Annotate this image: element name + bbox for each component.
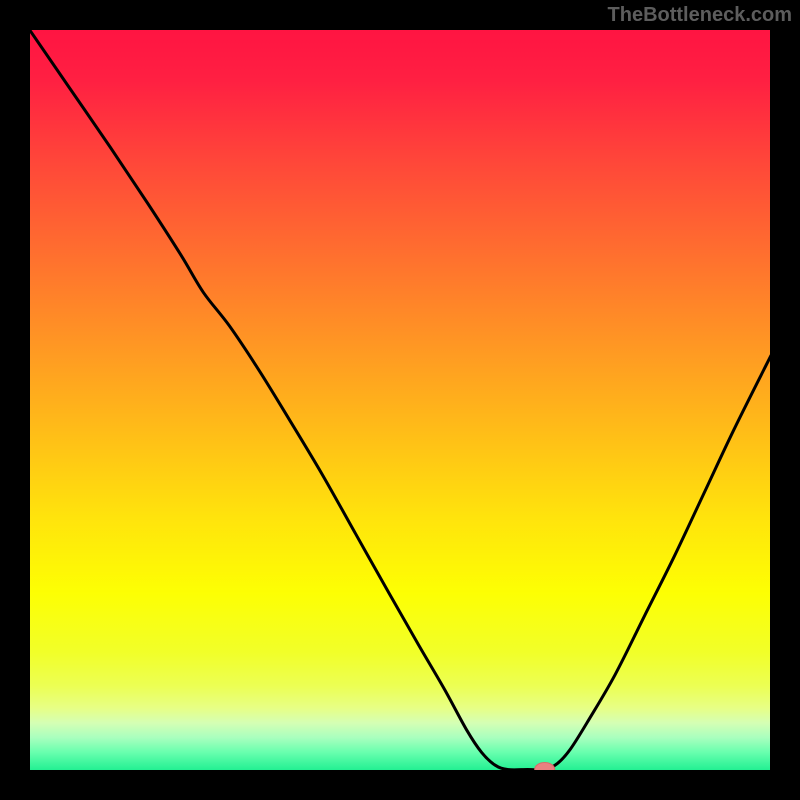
chart-container: TheBottleneck.com bbox=[0, 0, 800, 800]
plot-background-gradient bbox=[29, 29, 771, 771]
bottleneck-chart bbox=[0, 0, 800, 800]
attribution-text: TheBottleneck.com bbox=[608, 4, 792, 27]
